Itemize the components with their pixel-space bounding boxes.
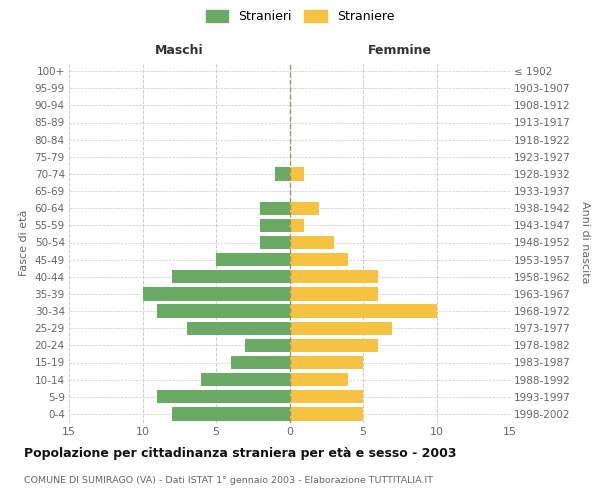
Bar [187, 322, 290, 335]
Bar [290, 253, 348, 266]
Bar [172, 407, 290, 420]
Bar [290, 218, 304, 232]
Bar [290, 304, 437, 318]
Bar [275, 167, 290, 180]
Bar [290, 373, 348, 386]
Bar [290, 270, 378, 283]
Y-axis label: Anni di nascita: Anni di nascita [580, 201, 590, 284]
Bar [172, 270, 290, 283]
Bar [290, 202, 319, 215]
Bar [290, 338, 378, 352]
Bar [245, 338, 290, 352]
Bar [260, 218, 290, 232]
Bar [290, 236, 334, 249]
Bar [260, 202, 290, 215]
Bar [216, 253, 290, 266]
Text: Maschi: Maschi [155, 44, 203, 58]
Bar [202, 373, 290, 386]
Bar [143, 287, 290, 300]
Bar [290, 287, 378, 300]
Text: Popolazione per cittadinanza straniera per età e sesso - 2003: Popolazione per cittadinanza straniera p… [24, 448, 457, 460]
Bar [230, 356, 290, 369]
Bar [290, 167, 304, 180]
Bar [290, 390, 363, 404]
Bar [290, 407, 363, 420]
Bar [157, 390, 290, 404]
Text: Femmine: Femmine [368, 44, 432, 58]
Bar [157, 304, 290, 318]
Bar [290, 322, 392, 335]
Y-axis label: Fasce di età: Fasce di età [19, 210, 29, 276]
Bar [290, 356, 363, 369]
Bar [260, 236, 290, 249]
Text: COMUNE DI SUMIRAGO (VA) - Dati ISTAT 1° gennaio 2003 - Elaborazione TUTTITALIA.I: COMUNE DI SUMIRAGO (VA) - Dati ISTAT 1° … [24, 476, 433, 485]
Legend: Stranieri, Straniere: Stranieri, Straniere [202, 6, 398, 27]
